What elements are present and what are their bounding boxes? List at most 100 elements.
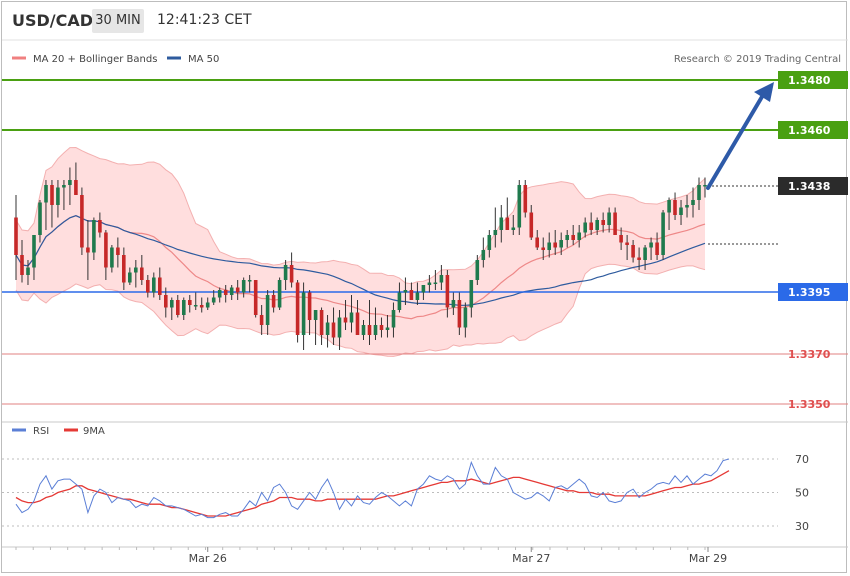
- candle-body: [241, 280, 246, 293]
- candle-body: [44, 185, 48, 203]
- candle-body: [211, 297, 216, 303]
- candle-body: [517, 185, 522, 228]
- candle-body: [32, 235, 36, 268]
- candle-body: [74, 180, 78, 195]
- candle-body: [415, 292, 420, 300]
- candle: [62, 180, 66, 210]
- candle: [26, 260, 30, 285]
- candle: [445, 270, 450, 318]
- candle: [601, 212, 605, 233]
- candle-body: [253, 280, 258, 315]
- candle: [415, 282, 420, 305]
- candle: [505, 197, 510, 230]
- candle-body: [613, 212, 617, 235]
- candle-body: [14, 217, 18, 255]
- candle: [86, 220, 90, 280]
- target-tag-2: [778, 121, 848, 139]
- candle-body: [577, 232, 581, 240]
- candle: [44, 180, 48, 230]
- candle-body: [223, 290, 228, 295]
- candle: [619, 227, 623, 250]
- candle: [188, 295, 192, 313]
- candle: [325, 315, 330, 348]
- candle: [649, 237, 653, 260]
- candle-body: [20, 255, 24, 275]
- candle-body: [68, 180, 72, 185]
- candle: [211, 290, 216, 305]
- target-tag-1: [778, 71, 848, 89]
- candle: [517, 180, 522, 235]
- candle-body: [50, 185, 54, 205]
- candle-body: [679, 207, 683, 215]
- rsi-lines: [15, 458, 730, 519]
- candle: [289, 252, 294, 288]
- target-tag-1-text: 1.3480: [788, 74, 831, 87]
- candle-body: [188, 300, 192, 305]
- candle: [367, 300, 372, 345]
- last-price-tag: [778, 177, 848, 195]
- candle-body: [565, 235, 569, 240]
- candle-body: [625, 242, 629, 245]
- symbol-label: USD/CAD: [12, 11, 94, 30]
- candle: [595, 217, 599, 235]
- rsi-ma-legend-label: 9MA: [83, 426, 105, 437]
- candle: [199, 297, 204, 313]
- candle-body: [523, 185, 528, 213]
- candle-body: [475, 260, 480, 280]
- candle-body: [170, 300, 174, 308]
- candle-body: [619, 235, 623, 243]
- candle: [433, 270, 438, 290]
- chart-header: USD/CAD 30 MIN 12:41:23 CET: [2, 2, 848, 40]
- candle-body: [176, 300, 180, 315]
- candle: [152, 272, 156, 298]
- candle: [158, 267, 162, 300]
- candle-body: [331, 322, 336, 338]
- candle: [679, 200, 683, 225]
- candle-body: [271, 295, 276, 308]
- candle: [529, 205, 534, 240]
- candle-body: [469, 280, 474, 308]
- candle: [487, 230, 492, 258]
- candle: [427, 275, 432, 293]
- candle-body: [128, 272, 132, 283]
- candle-body: [649, 242, 653, 248]
- candle: [313, 310, 318, 345]
- candle: [176, 295, 180, 318]
- candle-body: [571, 235, 575, 240]
- candle: [451, 292, 456, 315]
- candle: [673, 192, 677, 220]
- candle-body: [433, 282, 438, 284]
- candle-body: [457, 300, 462, 328]
- candle-body: [631, 245, 635, 258]
- candle-body: [385, 327, 390, 330]
- candle: [625, 235, 629, 260]
- candle: [511, 215, 516, 235]
- candle-body: [529, 212, 534, 238]
- candle: [475, 255, 480, 285]
- candle: [655, 232, 659, 260]
- candle-body: [373, 325, 378, 335]
- candle-body: [62, 185, 66, 188]
- candle-body: [301, 292, 306, 335]
- candle: [217, 287, 222, 303]
- timeframe-badge[interactable]: 30 MIN: [92, 9, 144, 33]
- candle-body: [152, 277, 156, 293]
- candle-body: [235, 287, 240, 293]
- candle: [295, 280, 300, 343]
- candle-body: [86, 247, 90, 253]
- candle: [74, 162, 78, 195]
- candle: [553, 230, 557, 255]
- candle: [283, 260, 288, 290]
- candle-body: [667, 200, 671, 213]
- candle: [697, 177, 701, 210]
- candle-body: [307, 292, 312, 320]
- candle-body: [697, 185, 701, 200]
- candle-body: [122, 255, 126, 283]
- candle: [307, 290, 312, 335]
- candle-body: [673, 200, 677, 215]
- candle-body: [247, 280, 252, 282]
- rsi-grid: 30 50 70: [2, 453, 809, 533]
- candle: [373, 307, 378, 340]
- candle: [349, 295, 354, 333]
- rsi-line: [15, 458, 730, 519]
